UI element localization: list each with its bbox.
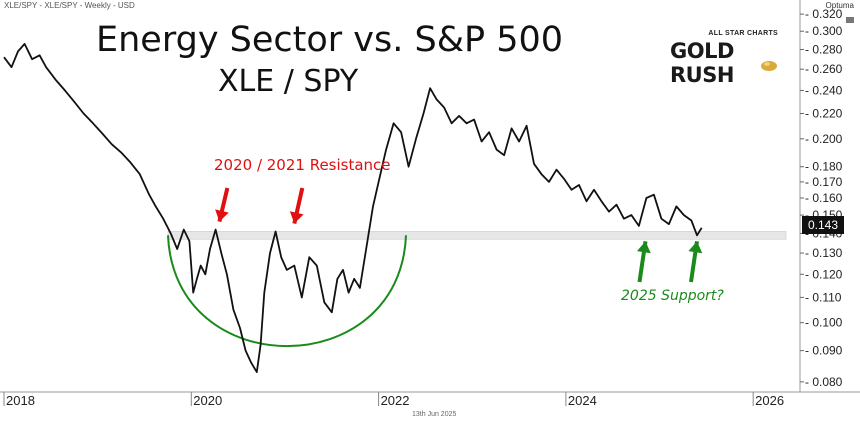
- y-tick-label: - 0.160: [805, 191, 843, 205]
- y-tick-label: - 0.240: [805, 83, 843, 97]
- series-line: [3, 43, 703, 373]
- resistance-annotation: 2020 / 2021 Resistance: [214, 156, 391, 174]
- y-tick-label: - 0.300: [805, 24, 843, 38]
- x-tick-label: 2022: [381, 393, 410, 408]
- x-tick-label: 2024: [568, 393, 597, 408]
- y-tick-label: - 0.220: [805, 107, 843, 121]
- y-tick-label: - 0.260: [805, 62, 843, 76]
- symbol-header: XLE/SPY - XLE/SPY - Weekly - USD: [4, 1, 135, 10]
- chart-title: Energy Sector vs. S&P 500: [96, 20, 564, 60]
- logo-big-text: GOLD RUSH: [670, 39, 734, 87]
- gold-nugget-icon: [761, 61, 777, 71]
- chart-date: 13th Jun 2025: [412, 411, 457, 418]
- y-tick-label: - 0.080: [805, 375, 843, 389]
- support-arrow-1-head: [636, 241, 651, 254]
- y-tick-label: - 0.170: [805, 175, 843, 189]
- y-tick-label: - 0.320: [805, 7, 843, 21]
- x-tick-label: 2026: [755, 393, 784, 408]
- y-tick-label: - 0.200: [805, 132, 843, 146]
- support-arrow-2-head: [688, 241, 703, 254]
- y-tick-label: - 0.110: [805, 290, 842, 304]
- resistance-arrow-2-head: [289, 211, 304, 224]
- optuma-brand: Optuma: [825, 1, 854, 10]
- chart-subtitle: XLE / SPY: [218, 64, 359, 99]
- x-tick-label: 2018: [6, 393, 35, 408]
- y-tick-label: - 0.100: [805, 316, 843, 330]
- y-tick-label: - 0.130: [805, 246, 843, 260]
- y-tick-label: - 0.120: [805, 267, 843, 281]
- y-tick-label: - 0.090: [805, 344, 843, 358]
- x-tick-label: 2020: [193, 393, 222, 408]
- gold-rush-logo: ALL STAR CHARTS GOLD RUSH: [668, 30, 786, 87]
- resistance-band: [167, 231, 787, 240]
- support-annotation: 2025 Support?: [621, 288, 724, 304]
- y-tick-label: - 0.280: [805, 43, 843, 57]
- lock-icon: [846, 17, 854, 23]
- last-value-badge: 0.143: [802, 216, 844, 234]
- resistance-arrow-1-head: [215, 209, 229, 222]
- cup-arc: [167, 235, 407, 347]
- logo-small-text: ALL STAR CHARTS: [708, 30, 778, 37]
- y-tick-label: - 0.180: [805, 160, 843, 174]
